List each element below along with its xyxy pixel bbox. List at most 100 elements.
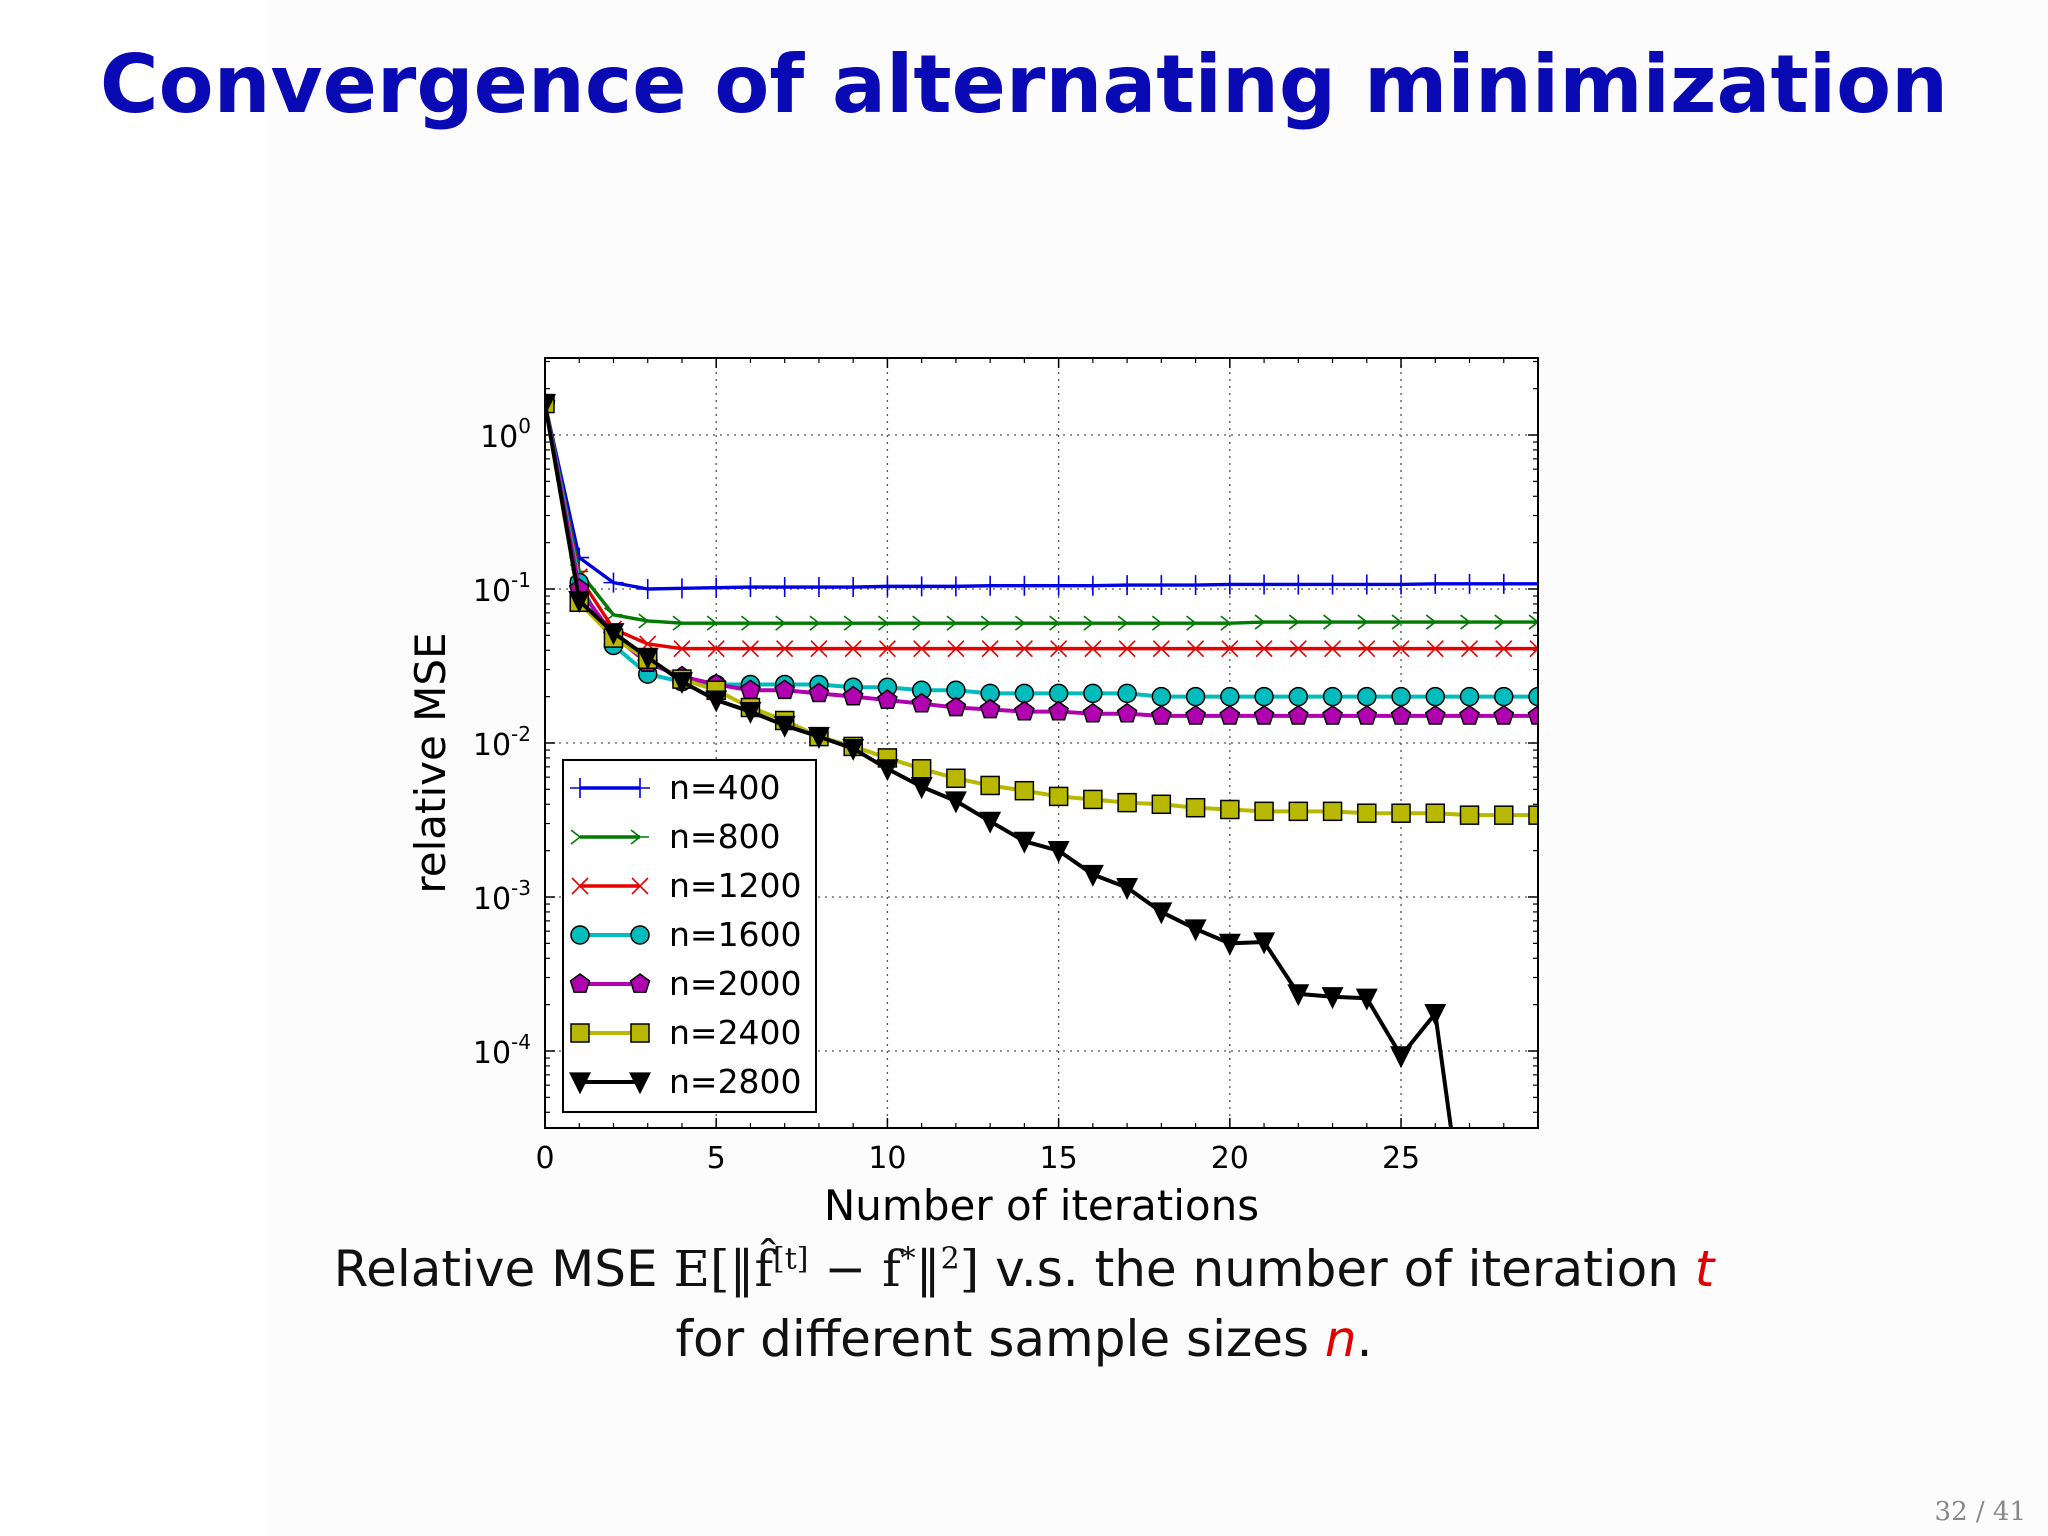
series-n-800-point: [1117, 615, 1137, 631]
series-n-400-point: [877, 576, 898, 597]
series-n-400-point: [1493, 573, 1514, 594]
series-n-400-point: [1014, 575, 1035, 596]
series-n-800-point: [740, 615, 760, 631]
caption-text-post: v.s. the number of iteration: [979, 1240, 1695, 1298]
series-n-2400-point: [1494, 805, 1514, 825]
series-n-400-point: [1528, 573, 1538, 594]
y-tick-label: 10-1: [473, 568, 531, 609]
legend-n-1600-marker: [630, 925, 650, 945]
series-n-800-point: [1220, 615, 1239, 631]
series-n-2800-point: [568, 591, 591, 614]
series-n-1200-point: [673, 640, 691, 658]
series-n-800-point: [1528, 614, 1538, 630]
series-n-2400-point: [1391, 803, 1411, 823]
series-n-1200-point: [844, 640, 862, 658]
series-n-2000-point: [1048, 700, 1069, 721]
series-n-800-point: [1425, 614, 1445, 630]
series-n-2400-point: [980, 775, 1000, 796]
legend-n-1200-marker: [631, 877, 649, 895]
series-n-2800-point: [1424, 1003, 1447, 1026]
series-n-1600-point: [1357, 686, 1377, 707]
y-tick-label: 10-4: [473, 1030, 531, 1071]
caption-math-E: E: [673, 1240, 710, 1298]
series-n-2800-point: [1390, 1046, 1413, 1069]
series-n-800-point: [980, 615, 1000, 631]
y-axis-label: relative MSE: [406, 632, 455, 893]
legend-n-400-marker: [570, 778, 590, 798]
legend-n-1600-marker: [570, 925, 590, 945]
series-n-400-point: [1254, 574, 1275, 595]
series-n-2800-point: [636, 647, 659, 670]
caption-line-1: Relative MSE E[‖f̂[t] − f*‖2] v.s. the n…: [0, 1240, 2048, 1298]
series-n-2800-point: [1116, 878, 1139, 900]
series-n-1200-point: [1495, 640, 1513, 658]
caption-math-mid: − f: [808, 1240, 901, 1298]
series-n-800-point: [1186, 615, 1205, 631]
series-n-2800-point: [1321, 987, 1344, 1010]
series-n-2000-point: [1459, 704, 1480, 725]
series-n-800-point: [1014, 615, 1034, 631]
series-n-1200-point: [878, 640, 896, 658]
legend-n-400-marker: [630, 778, 650, 798]
legend-n-2000-marker: [629, 973, 651, 993]
series-n-800-point: [1391, 614, 1411, 630]
series-n-2400-point: [1151, 794, 1172, 815]
series-n-1200-point: [1152, 640, 1170, 658]
x-tick-label: 10: [868, 1141, 906, 1176]
series-n-800-point: [1357, 614, 1376, 630]
legend-n-2800-label: n=2800: [669, 1062, 802, 1101]
slide-title: Convergence of alternating minimization: [99, 38, 1949, 131]
caption-math-two: 2: [940, 1241, 960, 1277]
series-n-1600-point: [1254, 686, 1274, 707]
series-n-1600-point: [1083, 683, 1103, 704]
series-n-400-point: [1082, 575, 1103, 596]
series-n-1200-point: [1255, 640, 1273, 658]
series-n-2000-point: [1150, 704, 1172, 725]
series-n-2800-point: [1253, 932, 1276, 955]
x-tick-label: 0: [535, 1141, 554, 1176]
series-n-400-point: [1322, 574, 1343, 595]
series-n-400-point: [1391, 574, 1412, 595]
series-n-2800-point: [876, 759, 899, 782]
series-n-2000-point: [979, 698, 1001, 719]
series-n-1600-point: [1220, 686, 1240, 707]
series-n-400-point: [1356, 574, 1377, 595]
series-n-800-point: [775, 615, 794, 631]
series-n-2000-point: [1356, 704, 1378, 725]
series-n-400-point: [808, 577, 829, 598]
caption-math-expr: [‖f̂: [709, 1240, 773, 1298]
series-n-2000-point: [1322, 704, 1343, 725]
caption-math-end: ‖: [915, 1240, 941, 1298]
series-n-2800-point: [979, 811, 1002, 834]
series-n-2400-point: [911, 759, 932, 779]
legend-n-2400-marker: [570, 1023, 590, 1043]
series-n-400-point: [1425, 573, 1446, 594]
series-n-2400-point: [1185, 797, 1206, 818]
legend-n-2400-marker: [630, 1023, 650, 1043]
series-n-1200-point: [981, 640, 999, 658]
series-n-400-point: [603, 572, 624, 593]
caption-line-2: for different sample sizes n.: [0, 1310, 2048, 1368]
series-n-2400-point: [1357, 803, 1377, 823]
series-n-2400-point: [1288, 801, 1309, 822]
series-n-400-point: [945, 576, 966, 597]
series-n-1600-point: [1494, 686, 1514, 707]
series-n-2000-point: [1527, 704, 1538, 725]
series-n-1600-point: [1425, 686, 1446, 707]
series-n-1200-point: [776, 640, 794, 658]
series-n-400-point: [911, 576, 932, 597]
series-n-1200-point: [1426, 640, 1444, 658]
series-n-1200-point: [913, 640, 931, 658]
series-n-400-point: [1048, 575, 1069, 596]
caption-math-close: ]: [959, 1240, 980, 1298]
series-n-1200-point: [1289, 640, 1307, 658]
y-tick-label: 10-3: [473, 876, 531, 917]
series-n-2400-point: [1048, 786, 1069, 807]
x-tick-label: 5: [707, 1141, 726, 1176]
series-n-2800-point: [670, 672, 693, 695]
x-tick-label: 20: [1211, 1141, 1249, 1176]
series-n-2000-point: [1390, 704, 1412, 725]
legend-n-1600-label: n=1600: [669, 915, 802, 954]
series-n-2800-point: [705, 690, 728, 713]
caption-line2-text: for different sample sizes: [675, 1310, 1325, 1368]
